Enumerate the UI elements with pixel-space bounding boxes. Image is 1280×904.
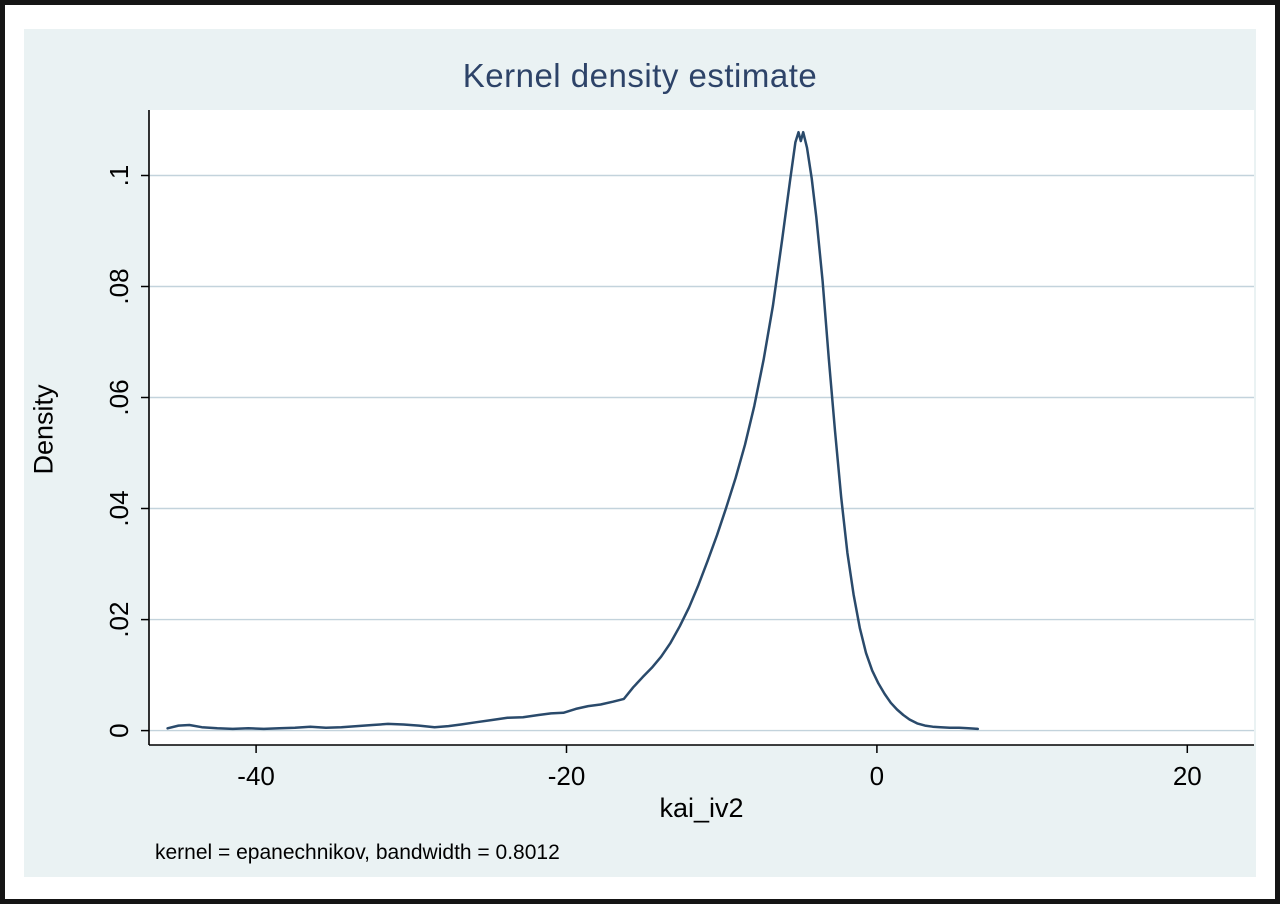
- x-tick-label: -40: [237, 761, 275, 791]
- y-tick-label: .06: [104, 379, 134, 415]
- y-tick-label: .02: [104, 602, 134, 638]
- chart-title: Kernel density estimate: [462, 57, 818, 94]
- x-tick-label: 0: [870, 761, 884, 791]
- x-axis-title: kai_iv2: [659, 793, 744, 823]
- y-tick-label: .1: [104, 165, 134, 187]
- chart-note: kernel = epanechnikov, bandwidth = 0.801…: [155, 841, 560, 864]
- plot-area: [149, 110, 1254, 745]
- chart-panel: Kernel density estimate 0 .02 .04 .06 .08 .1 -…: [24, 29, 1256, 877]
- x-tick-label: -20: [548, 761, 586, 791]
- y-tick-label: .08: [104, 268, 134, 304]
- y-axis-title: Density: [28, 384, 59, 475]
- y-tick-label: 0: [104, 723, 134, 737]
- plot-svg: 0 .02 .04 .06 .08 .1 -40 -20 0 20: [104, 110, 1254, 791]
- x-tick-label: 20: [1173, 761, 1202, 791]
- y-tick-label: .04: [104, 490, 134, 526]
- density-curve: [166, 130, 980, 731]
